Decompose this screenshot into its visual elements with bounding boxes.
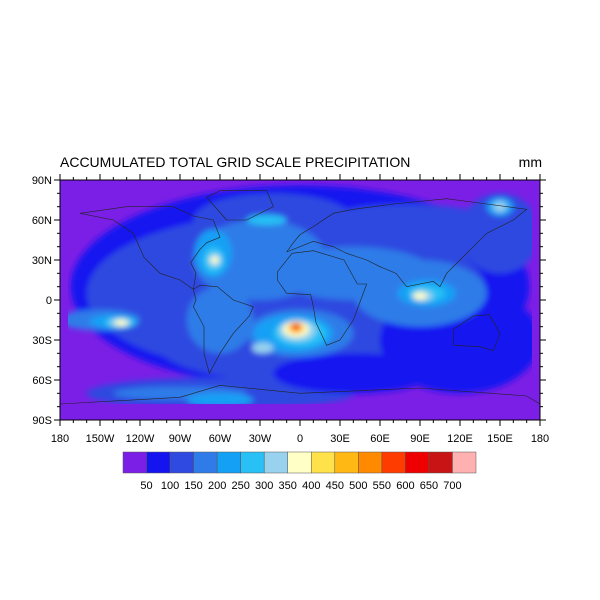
lat-tick-label: 30S: [32, 335, 52, 347]
coastline: [193, 285, 254, 375]
colorbar-label: 600: [396, 480, 414, 492]
lon-tick-label: 120E: [447, 433, 473, 445]
lon-tick-label: 0: [297, 433, 303, 445]
lon-tick-label: 180: [531, 433, 549, 445]
precip-region: [60, 180, 68, 420]
colorbar-swatch: [358, 451, 383, 474]
colorbar-label: 500: [349, 480, 367, 492]
colorbar-swatch: [287, 451, 312, 474]
colorbar-swatch: [240, 451, 265, 474]
colorbar-label: 350: [279, 480, 297, 492]
precip-region: [246, 214, 287, 226]
colorbar-label: 450: [326, 480, 344, 492]
lon-tick-label: 90E: [410, 433, 430, 445]
colorbar-swatch: [381, 451, 406, 474]
precip-region: [493, 201, 507, 213]
lat-tick-labels: 90N 60N 30N 0 30S 60S 90S: [32, 175, 52, 427]
precip-region: [114, 319, 128, 326]
precip-region: [460, 193, 540, 274]
colorbar-swatch: [452, 451, 477, 474]
lon-tick-label: 150W: [86, 433, 115, 445]
axis-ticks: [54, 174, 546, 426]
colorbar-label: 200: [208, 480, 226, 492]
colorbar-swatch: [146, 451, 171, 474]
precip-region: [60, 404, 540, 420]
lon-tick-label: 60W: [209, 433, 232, 445]
colorbar-label: 700: [443, 480, 461, 492]
coastlines: [60, 190, 540, 405]
lon-tick-label: 150E: [487, 433, 513, 445]
lon-tick-label: 180: [51, 433, 69, 445]
colorbar-swatch: [216, 451, 241, 474]
colorbar-label: 650: [420, 480, 438, 492]
precip-region: [186, 393, 254, 407]
precip-region: [210, 256, 219, 264]
colorbar-swatch: [193, 451, 218, 474]
colorbar-swatch: [263, 451, 288, 474]
precip-region: [532, 180, 540, 420]
lon-tick-label: 30W: [249, 433, 272, 445]
lon-tick-label: 30E: [330, 433, 350, 445]
lon-tick-labels: 180 150W 120W 90W 60W 30W 0 30E 60E 90E 120E 150E 18…: [51, 433, 549, 445]
colorbar-label: 150: [184, 480, 202, 492]
precip-region: [292, 323, 300, 330]
units-label: mm: [518, 154, 542, 170]
colorbar-label: 400: [302, 480, 320, 492]
lon-tick-label: 60E: [370, 433, 390, 445]
colorbar: 50 100 150 200 250 300 350 400 450 500 550 600 650 70…: [122, 451, 477, 492]
coastline: [206, 190, 274, 221]
lon-tick-label: 120W: [126, 433, 155, 445]
coastline: [286, 198, 528, 288]
colorbar-label: 300: [255, 480, 273, 492]
precip-region: [186, 286, 254, 354]
coastline: [60, 385, 540, 405]
precipitation-field: [60, 180, 540, 420]
lat-tick-label: 90N: [32, 175, 52, 187]
coastline: [453, 314, 501, 352]
coastline: [277, 250, 368, 346]
coastline: [79, 206, 221, 290]
lon-tick-label: 90W: [169, 433, 192, 445]
precip-region: [413, 292, 427, 300]
colorbar-swatch: [428, 451, 453, 474]
precip-region: [251, 342, 274, 354]
colorbar-swatch: [122, 451, 147, 474]
plot-title: ACCUMULATED TOTAL GRID SCALE PRECIPITATI…: [60, 154, 411, 170]
lat-tick-label: 60S: [32, 375, 52, 387]
colorbar-label: 550: [373, 480, 391, 492]
colorbar-label: 50: [140, 480, 152, 492]
lat-tick-label: 0: [46, 295, 52, 307]
lat-tick-label: 90S: [32, 415, 52, 427]
colorbar-swatch: [311, 451, 336, 474]
colorbar-label: 250: [231, 480, 249, 492]
colorbar-swatch: [169, 451, 194, 474]
colorbar-label: 100: [161, 480, 179, 492]
colorbar-swatch: [334, 451, 359, 474]
colorbar-swatch: [405, 451, 430, 474]
lat-tick-label: 60N: [32, 215, 52, 227]
lat-tick-label: 30N: [32, 255, 52, 267]
